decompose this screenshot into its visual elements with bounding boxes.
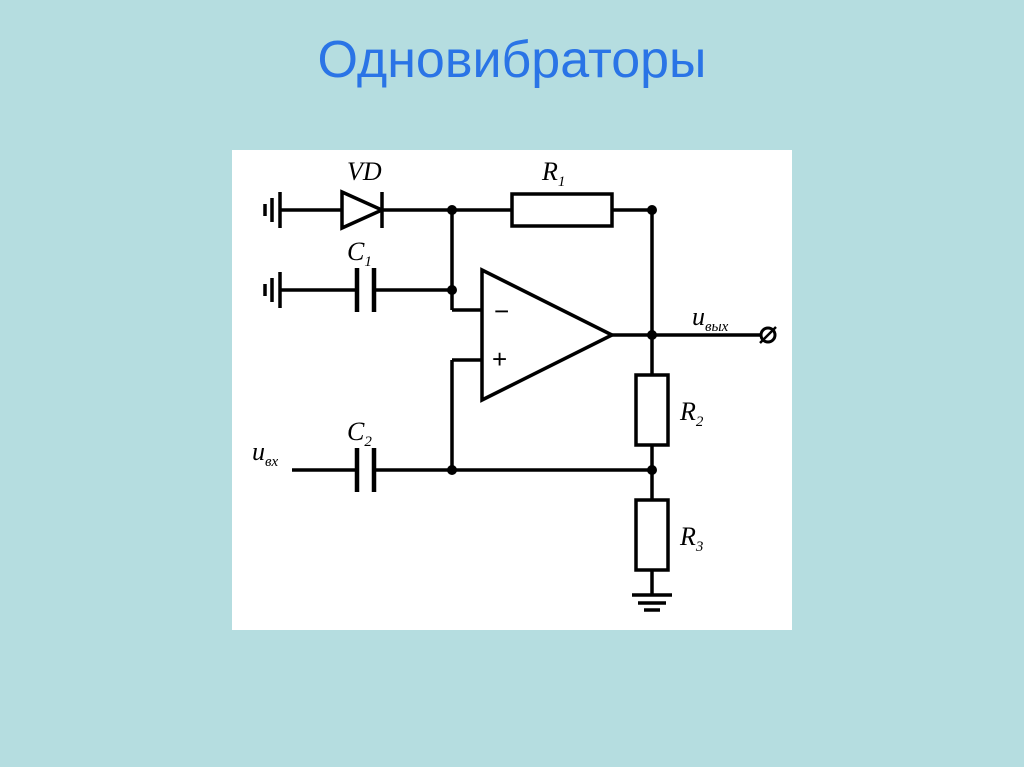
opamp-plus: + [492, 344, 507, 374]
label-r2: R2 [679, 397, 704, 430]
label-uin: uвх [252, 437, 279, 470]
opamp-minus: − [494, 296, 509, 326]
label-r3: R3 [679, 522, 703, 555]
ground-top-left [265, 192, 292, 228]
label-r1: R1 [541, 157, 565, 190]
opamp-body [482, 270, 612, 400]
label-vd: VD [347, 157, 382, 186]
label-c1: C1 [347, 237, 372, 270]
ground-bottom [632, 595, 672, 610]
circuit-svg: VD R1 C1 [232, 150, 792, 630]
slide-root: Одновибраторы VD [0, 0, 1024, 767]
ground-mid-left [265, 272, 292, 308]
label-uout: uвых [692, 302, 729, 335]
resistor-r1 [512, 194, 612, 226]
circuit-diagram: VD R1 C1 [232, 150, 792, 630]
resistor-r3 [636, 500, 668, 570]
diode-vd [342, 192, 382, 228]
label-c2: C2 [347, 417, 372, 450]
slide-title: Одновибраторы [0, 30, 1024, 90]
resistor-r2 [636, 375, 668, 445]
